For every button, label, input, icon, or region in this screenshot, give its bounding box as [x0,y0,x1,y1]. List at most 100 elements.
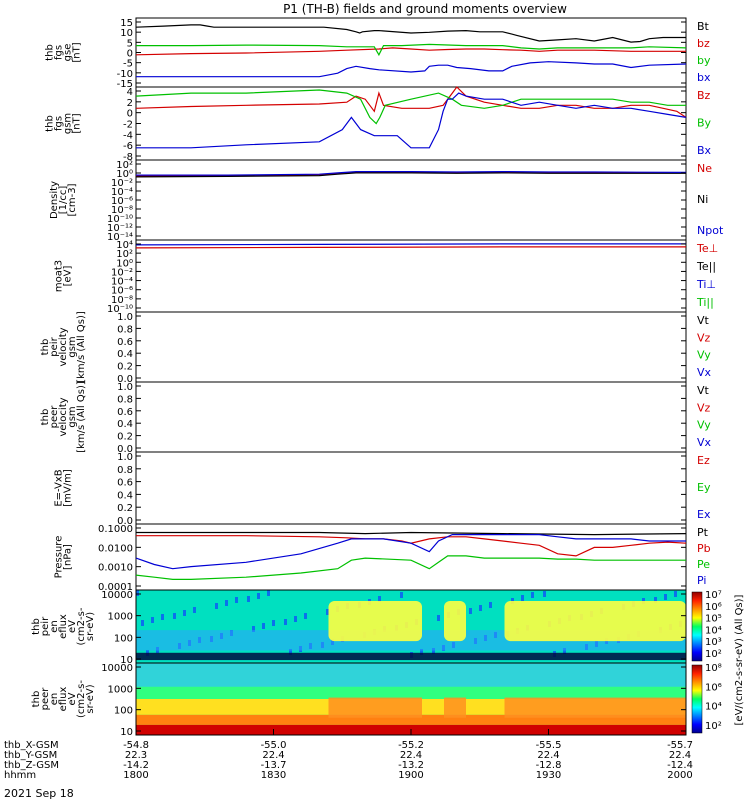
ephemeris-label: thb_Z-GSM [4,760,59,771]
ephemeris-value: -12.8 [536,760,562,771]
moat-legend-2: Ti⊥ [696,278,716,291]
pressure-legend-3: Pi [697,574,706,587]
density-ytick-label: 10² [116,160,133,171]
fgs-legend-3: bx [697,71,711,84]
ephemeris-value: 22.4 [537,750,559,761]
fgs_gsm-ytick-label: -8 [123,152,133,163]
peer_spec-ylabel-line: thb [31,691,42,708]
peir_vel-ytick-label: 0.8 [117,324,133,335]
moat-ytick-label: 10² [116,249,133,260]
fgs_gsm-legend-0: Bz [697,89,711,102]
fgs_gsm-ytick-label: -6 [123,141,133,152]
peir_spec-colorbar-tick: 10⁵ [705,614,722,625]
pressure-ytick-label: 0.0001 [98,582,133,593]
density-ytick-label: 10⁰ [116,169,133,180]
peer_vel-ytick-label: 0.0 [117,444,133,455]
peir-noise-mark [235,597,238,603]
ephemeris-value: -14.2 [123,760,149,771]
peer_spec-colorbar-tick: 10⁶ [705,682,722,693]
efield-ytick-label: 0.0 [117,516,133,527]
peir_vel-ylabel-line: peir [49,336,60,356]
peir_spec-ytick-label: 10000 [101,590,133,601]
fgs_gsm-series-Bx [136,92,687,149]
moat-ytick-label: 10⁻⁶ [111,286,133,297]
peir_vel-frame [135,311,687,383]
moat-ytick-label: 10⁻⁴ [111,277,133,288]
pressure-series-Pt [136,531,687,536]
peir_vel-legend-0: Vt [697,314,710,327]
ephemeris-value: 1930 [536,770,561,781]
peer_spec-ytick-label: 1000 [108,684,133,695]
ephemeris-value: 22.4 [400,750,422,761]
ephemeris-value: 22.4 [262,750,284,761]
peir-noise-mark [378,596,381,602]
peir_vel-ylabel-line: gsm [67,336,78,357]
efield-frame [135,451,687,525]
pressure-legend-2: Pe [697,558,710,571]
peir_spec-colorbar-tick: 10⁴ [705,625,722,636]
peir_vel-legend-2: Vy [697,349,711,362]
density-ytick-label: 10⁻¹⁰ [107,214,133,225]
peir-noise-mark [563,648,566,654]
peir_spec-ytick-label: 10 [120,655,133,666]
fgs_gsm-series-Bz [135,86,687,118]
peir_spec-ylabel-line: eflux [58,614,69,639]
fgs-ytick-label: 0 [127,49,133,60]
density-ytick-label: 10⁻¹² [107,223,133,234]
peir-noise-mark [267,590,270,596]
efield-legend-1: Ey [697,481,711,494]
peer_spec-ytick-label: 100 [114,706,133,717]
peir-noise-mark [272,620,275,626]
peer_vel-legend-0: Vt [697,384,710,397]
fgs-legend-1: bz [697,37,710,50]
peer-high-energy-band [136,663,686,687]
moat-legend-1: Te|| [696,260,716,273]
pressure-ytick-label: 0.0100 [98,543,133,554]
peir_vel-ytick-label: 0.0 [117,374,133,385]
peir_vel-ylabel-line: thb [40,339,51,356]
peer_vel-ylabel-line: [km/s (All Qs)] [76,381,87,453]
peir-enhancement-1 [444,600,466,642]
peer_spec-ylabel-line: sr-eV) [85,684,96,713]
fgs_gsm-ylabel-line: fgs [54,116,65,131]
moat-ytick-label: 10⁻¹⁰ [107,304,133,315]
fgs_gsm-series-By [135,89,686,125]
ephemeris-value: -13.2 [398,760,424,771]
fgs_gsm-ytick-label: 4 [127,87,133,98]
moat-legend-3: Ti|| [696,296,714,309]
chart-title: P1 (TH-B) fields and ground moments over… [283,2,567,16]
efield-ytick-label: 0.8 [117,465,133,476]
ephemeris-value: -13.7 [261,760,287,771]
ephemeris-label: thb_X-GSM [4,740,59,751]
peir-noise-mark [136,590,139,596]
peir_spec-ytick-label: 1000 [108,612,133,623]
peir_spec-ylabel-line: en [49,620,60,633]
peir-noise-mark [252,626,255,632]
peir_spec-colorbar-tick: 10³ [705,637,722,648]
peer_spec-ylabel-line: eflux [58,687,69,712]
fgs-ytick-label: -5 [123,59,133,70]
fgs-ylabel-line: thb [45,44,56,61]
peir_vel-ylabel-line: [km/s (All Qs)] [76,311,87,383]
fgs_gsm-legend-2: Bx [697,144,712,157]
fgs-ylabel-line: fgs [54,45,65,60]
ephemeris-value: -55.5 [536,740,562,751]
peer_spec-colorbar-tick: 10⁴ [705,702,722,713]
ephemeris-value: 22.3 [125,750,147,761]
peir-noise-mark [215,603,218,609]
density-ytick-label: 10⁻⁸ [111,205,133,216]
peir-noise-mark [304,613,307,619]
ephemeris-value: -54.8 [123,740,149,751]
fgs_gsm-ytick-label: 0 [127,109,133,120]
peir-noise-mark [664,594,667,600]
peir-enhancement-2 [504,600,686,642]
peir-noise-mark [294,616,297,622]
peer_spec-colorbar-tick: 10² [705,721,722,732]
peir-noise-mark [151,617,154,623]
peir-noise-mark [161,614,164,620]
peir_vel-ytick-label: 0.2 [117,362,133,373]
fgs-series-bz [135,47,686,56]
density-legend-0: Ne [697,162,712,175]
fgs_gsm-ylabel-line: thb [45,115,56,132]
efield-ytick-label: 0.4 [117,490,133,501]
